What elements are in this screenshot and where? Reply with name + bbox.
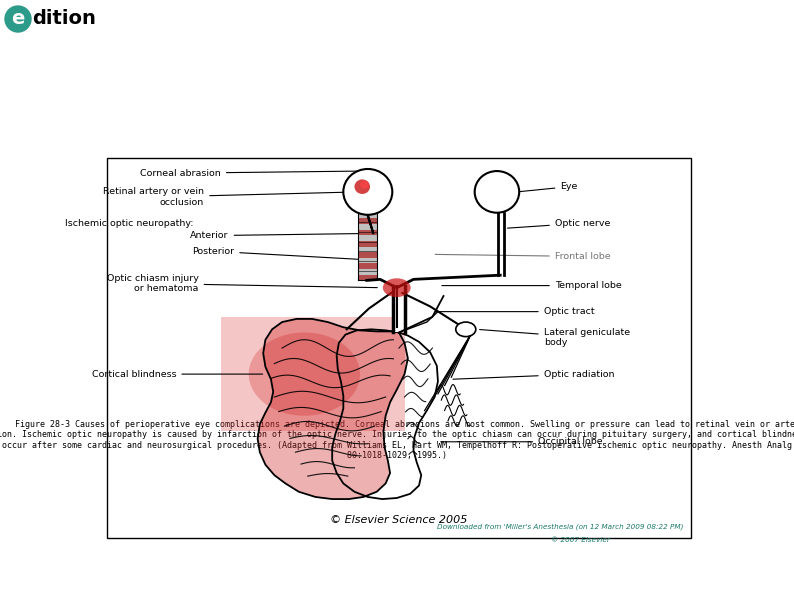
Text: Lateral geniculate
body: Lateral geniculate body bbox=[480, 328, 630, 347]
Bar bbox=[358, 264, 376, 269]
Circle shape bbox=[475, 171, 519, 213]
Text: Eye: Eye bbox=[520, 182, 578, 192]
Text: Optic radiation: Optic radiation bbox=[453, 369, 615, 379]
Bar bbox=[358, 241, 376, 246]
Text: e: e bbox=[11, 10, 25, 29]
Text: Optic nerve: Optic nerve bbox=[507, 218, 611, 228]
FancyBboxPatch shape bbox=[221, 317, 405, 431]
Circle shape bbox=[360, 180, 369, 189]
Ellipse shape bbox=[456, 322, 476, 337]
Circle shape bbox=[354, 179, 370, 194]
Text: © 2007 Elsevier: © 2007 Elsevier bbox=[550, 537, 610, 543]
Bar bbox=[358, 252, 376, 258]
Text: Temporal lobe: Temporal lobe bbox=[441, 281, 622, 290]
Text: Posterior: Posterior bbox=[192, 247, 360, 259]
Ellipse shape bbox=[249, 333, 360, 416]
Text: Retinal artery or vein
occlusion: Retinal artery or vein occlusion bbox=[103, 187, 357, 207]
Text: Ischemic optic neuropathy:: Ischemic optic neuropathy: bbox=[64, 218, 193, 228]
Text: Anterior: Anterior bbox=[191, 231, 360, 240]
Text: Corneal abrasion: Corneal abrasion bbox=[140, 168, 360, 178]
Circle shape bbox=[5, 6, 31, 32]
Bar bbox=[358, 230, 376, 235]
Bar bbox=[358, 275, 376, 280]
Text: © Elsevier Science 2005: © Elsevier Science 2005 bbox=[330, 515, 468, 525]
Text: Figure 28-3 Causes of perioperative eye complications are depicted. Corneal abra: Figure 28-3 Causes of perioperative eye … bbox=[0, 420, 794, 460]
Bar bbox=[358, 212, 376, 280]
Polygon shape bbox=[257, 319, 408, 499]
Text: Frontal lobe: Frontal lobe bbox=[435, 252, 611, 261]
Text: dition: dition bbox=[32, 10, 96, 29]
Bar bbox=[358, 218, 376, 224]
Circle shape bbox=[343, 169, 392, 215]
Bar bbox=[107, 158, 691, 538]
Text: Optic chiasm injury
or hematoma: Optic chiasm injury or hematoma bbox=[106, 274, 377, 293]
Bar bbox=[392, 286, 406, 333]
Text: Optic tract: Optic tract bbox=[435, 307, 595, 316]
Text: Occipital lobe: Occipital lobe bbox=[441, 437, 603, 446]
Ellipse shape bbox=[383, 278, 410, 297]
Text: Downloaded from 'Miller's Anesthesia (on 12 March 2009 08:22 PM): Downloaded from 'Miller's Anesthesia (on… bbox=[437, 524, 684, 530]
Text: Cortical blindness: Cortical blindness bbox=[92, 369, 263, 378]
